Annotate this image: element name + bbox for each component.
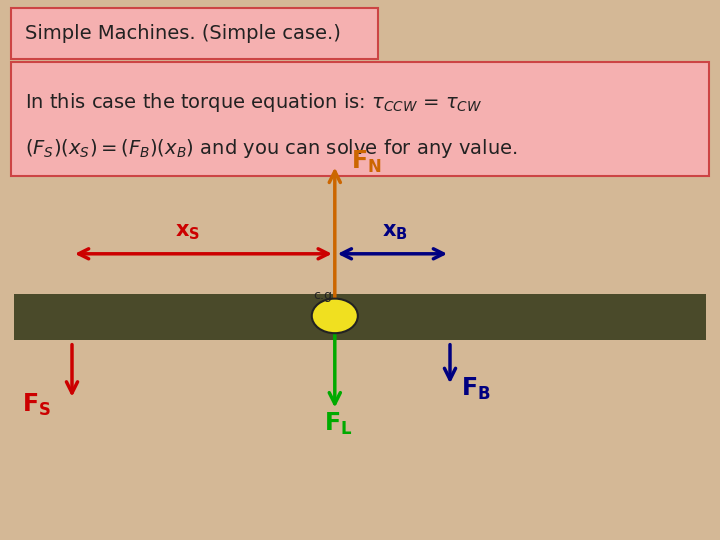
FancyBboxPatch shape [11,62,709,176]
Text: $\mathbf{F_N}$: $\mathbf{F_N}$ [351,149,382,175]
Text: c.g.: c.g. [313,289,336,302]
Circle shape [312,299,358,333]
Text: $\mathbf{F_S}$: $\mathbf{F_S}$ [22,392,50,418]
Text: $\mathbf{x_S}$: $\mathbf{x_S}$ [175,222,199,242]
Bar [14,294,706,340]
Text: $\mathbf{F_L}$: $\mathbf{F_L}$ [324,411,353,437]
Text: $(F_S)(x_S) = (F_B)(x_B)$ and you can solve for any value.: $(F_S)(x_S) = (F_B)(x_B)$ and you can so… [25,137,518,160]
Text: $\mathbf{F_B}$: $\mathbf{F_B}$ [461,376,490,402]
FancyBboxPatch shape [11,8,378,59]
Text: $\mathbf{x_B}$: $\mathbf{x_B}$ [382,222,408,242]
Text: Simple Machines. (Simple case.): Simple Machines. (Simple case.) [25,24,341,43]
Text: In this case the torque equation is: $\tau_{CCW}$ = $\tau_{CW}$: In this case the torque equation is: $\t… [25,91,482,114]
